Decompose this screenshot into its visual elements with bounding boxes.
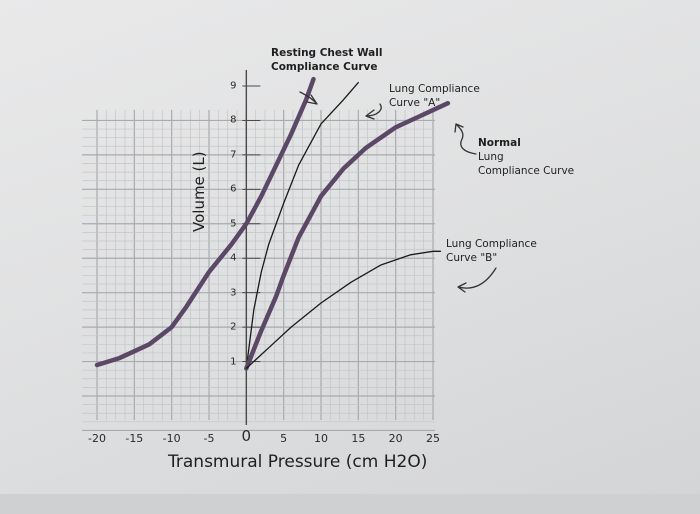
y-tick-label: 3 bbox=[230, 287, 237, 299]
annotation-curve-b: Lung Compliance Curve "B" bbox=[446, 237, 537, 265]
annotation-normal-line-2: Lung bbox=[478, 151, 504, 163]
y-axis-label: Volume (L) bbox=[190, 151, 208, 232]
x-tick-label: -5 bbox=[203, 432, 215, 445]
annotation-normal: Normal Lung Compliance Curve bbox=[478, 136, 574, 178]
chart-series bbox=[94, 76, 451, 371]
y-tick-label: 4 bbox=[230, 252, 237, 264]
chart-axes bbox=[242, 70, 261, 425]
annotation-chest-wall-line-2: Compliance Curve bbox=[271, 61, 378, 73]
series-line-1 bbox=[94, 76, 316, 368]
x-tick-label: 15 bbox=[351, 432, 366, 445]
x-tick-label: -10 bbox=[162, 432, 181, 445]
x-tick-label: 25 bbox=[426, 432, 440, 445]
x-tick-label: 10 bbox=[314, 432, 328, 445]
arrow-curve-a bbox=[365, 103, 382, 120]
x-tick-label: -15 bbox=[125, 432, 144, 445]
annotation-chest-wall: Resting Chest Wall Compliance Curve bbox=[271, 46, 382, 74]
annotation-normal-line-1: Normal bbox=[478, 137, 521, 149]
y-tick-label: 1 bbox=[230, 356, 237, 368]
y-tick-label: 8 bbox=[230, 114, 237, 126]
series-line-4 bbox=[245, 250, 442, 370]
y-tick-label: 5 bbox=[230, 218, 237, 230]
annotation-normal-line-3: Compliance Curve bbox=[478, 165, 575, 177]
y-tick-label: 2 bbox=[230, 321, 237, 333]
series-line-2 bbox=[245, 81, 359, 370]
chart-grid bbox=[82, 110, 435, 432]
photo-bottom-edge bbox=[0, 494, 700, 514]
annotation-curve-b-line-1: Lung Compliance bbox=[446, 238, 537, 250]
y-tick-label: 9 bbox=[230, 80, 237, 92]
annotation-curve-b-line-2: Curve "B" bbox=[446, 252, 498, 264]
annotation-curve-a-line-2: Curve "A" bbox=[389, 97, 441, 109]
arrow-chest-wall bbox=[299, 91, 318, 105]
x-tick-label: -20 bbox=[88, 432, 106, 445]
annotation-curve-a-line-1: Lung Compliance bbox=[389, 83, 480, 95]
arrow-curve-b bbox=[457, 267, 497, 293]
annotation-arrows bbox=[299, 91, 497, 293]
y-tick-label: 7 bbox=[230, 149, 237, 161]
arrow-normal bbox=[454, 123, 477, 155]
series-line-3 bbox=[244, 100, 451, 371]
y-tick-label: 6 bbox=[230, 183, 237, 195]
x-tick-label: 5 bbox=[280, 432, 288, 445]
annotation-curve-a: Lung Compliance Curve "A" bbox=[389, 82, 480, 110]
annotation-chest-wall-line-1: Resting Chest Wall bbox=[271, 47, 383, 59]
x-axis-label: Transmural Pressure (cm H2O) bbox=[168, 452, 428, 472]
x-tick-label: 20 bbox=[388, 432, 403, 445]
x-tick-label: 0 bbox=[241, 427, 252, 445]
